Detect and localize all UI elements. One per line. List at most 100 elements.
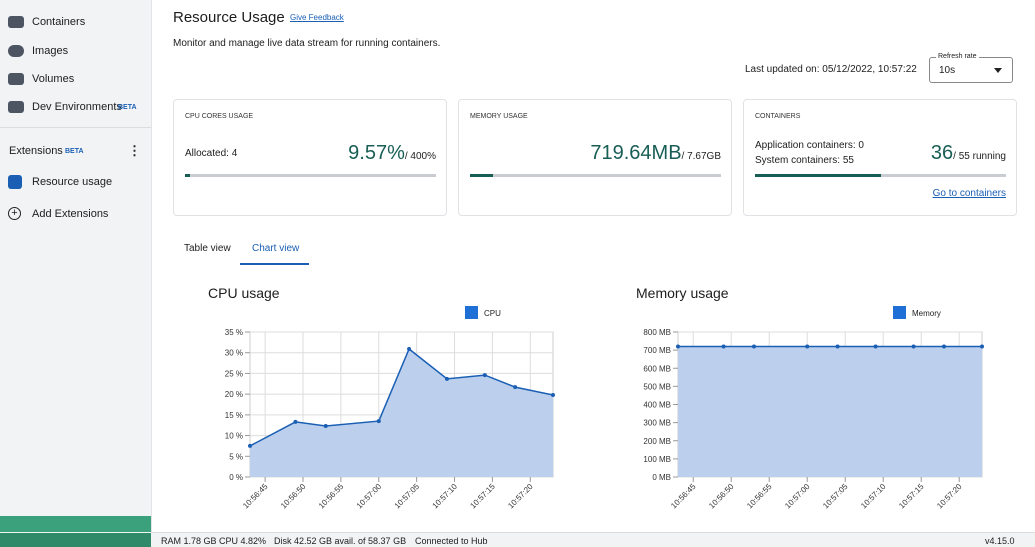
tab[interactable]: Chart view	[252, 243, 300, 254]
x-tick-label: 10:57:00	[783, 482, 812, 511]
x-tick-label: 10:57:15	[468, 482, 497, 511]
nav-item[interactable]: Dev Environments	[32, 101, 122, 113]
x-tick-label: 10:56:45	[241, 482, 270, 511]
icon	[8, 175, 22, 189]
dropdown-arrow	[994, 68, 1002, 73]
docker-bar	[0, 533, 151, 547]
point	[942, 344, 946, 349]
x-tick-label: 10:57:20	[935, 482, 964, 511]
x-tick-label: 10:57:20	[506, 482, 535, 511]
x-tick-label: 10:57:05	[393, 482, 422, 511]
card-value: 36/ 55 running	[931, 142, 1006, 165]
point	[835, 344, 840, 349]
card-label: MEMORY USAGE	[470, 113, 528, 120]
value: 9.57%	[348, 142, 405, 164]
nav-item[interactable]: Resource usage	[32, 176, 113, 188]
point	[676, 344, 680, 349]
charts: CPU usage 0 % 5 % 10 % 15 % 20 % 25 % 30 % 35 % 1…	[208, 285, 984, 511]
y-tick-label: 300 MB	[643, 419, 671, 428]
progress-track	[755, 174, 1006, 177]
card-text: System containers: 55	[755, 155, 854, 166]
point	[323, 424, 328, 429]
progress	[755, 174, 881, 177]
select-label: Refresh rate	[936, 53, 979, 60]
menu-button[interactable]: ⋮	[128, 143, 141, 158]
card-text: Allocated: 4	[185, 148, 238, 159]
progress	[185, 174, 191, 177]
chart-title: Memory usage	[636, 285, 729, 301]
y-tick-label: 0 %	[229, 473, 243, 482]
y-tick-label: 500 MB	[643, 382, 671, 391]
nav-item[interactable]: Images	[32, 45, 69, 57]
y-tick-label: 20 %	[225, 390, 243, 399]
y-tick-label: 700 MB	[643, 346, 671, 355]
y-tick-label: 35 %	[225, 328, 243, 337]
progress-track	[470, 174, 721, 177]
select-value: 10s	[939, 65, 956, 76]
x-tick-label: 10:56:45	[669, 482, 698, 511]
y-tick-label: 30 %	[225, 349, 243, 358]
legend-swatch	[893, 306, 906, 319]
status-item: RAM 1.78 GB	[161, 536, 217, 546]
status-item: CPU 4.82%	[219, 536, 267, 546]
y-tick-label: 600 MB	[643, 364, 671, 373]
refresh-select[interactable]: Refresh rate 10s	[929, 53, 1013, 83]
point	[873, 344, 878, 349]
value: 719.64MB	[590, 142, 682, 164]
legend-swatch	[465, 306, 478, 319]
tab-indicator	[240, 263, 309, 265]
feedback-link[interactable]: Give Feedback	[290, 13, 344, 22]
point	[482, 373, 487, 378]
x-tick-label: 10:57:00	[355, 482, 384, 511]
y-tick-label: 15 %	[225, 411, 243, 420]
y-tick-label: 25 %	[225, 369, 243, 378]
status-item: Connected to Hub	[415, 536, 488, 546]
tab[interactable]: Table view	[184, 243, 231, 254]
x-tick-label: 10:57:10	[859, 482, 888, 511]
area	[678, 346, 982, 477]
x-tick-label: 10:56:50	[707, 482, 736, 511]
y-tick-label: 200 MB	[643, 437, 671, 446]
beta-badge: BETA	[65, 148, 84, 155]
card-text: Application containers: 0	[755, 140, 864, 151]
point	[911, 344, 916, 349]
point	[376, 419, 381, 424]
section-title: Extensions	[9, 145, 63, 157]
card: CONTAINERS Application containers: 0 Sys…	[743, 99, 1017, 216]
card-value: 9.57%/ 400%	[348, 142, 436, 165]
add-icon: +	[8, 207, 21, 220]
point	[407, 346, 412, 351]
x-tick-label: 10:57:05	[821, 482, 850, 511]
point	[293, 419, 298, 424]
x-tick-label: 10:57:15	[897, 482, 926, 511]
docker-bar	[0, 516, 151, 532]
y-tick-label: 100 MB	[643, 455, 671, 464]
nav-item[interactable]: Add Extensions	[32, 208, 109, 220]
y-tick-label: 800 MB	[643, 328, 671, 337]
x-tick-label: 10:57:10	[431, 482, 460, 511]
link[interactable]: Go to containers	[932, 188, 1006, 199]
description: Monitor and manage live data stream for …	[173, 38, 441, 49]
last-updated: Last updated on: 05/12/2022, 10:57:22	[745, 64, 917, 75]
point	[513, 385, 518, 390]
point	[444, 376, 449, 381]
point	[805, 344, 810, 349]
card-value: 719.64MB/ 7.67GB	[590, 142, 721, 165]
point	[752, 344, 756, 349]
progress	[470, 174, 493, 177]
area	[250, 348, 553, 477]
total: / 400%	[404, 151, 436, 162]
point	[721, 344, 726, 349]
page-title: Resource Usage	[173, 9, 285, 26]
icon	[8, 101, 24, 113]
card-label: CONTAINERS	[755, 113, 801, 120]
x-tick-label: 10:56:55	[745, 482, 774, 511]
total: / 7.67GB	[681, 151, 721, 162]
nav-item[interactable]: Containers	[32, 16, 86, 28]
nav-item[interactable]: Volumes	[32, 73, 75, 85]
card: MEMORY USAGE 719.64MB/ 7.67GB	[458, 99, 732, 216]
y-tick-label: 5 %	[229, 452, 243, 461]
y-tick-label: 10 %	[225, 432, 243, 441]
y-tick-label: 400 MB	[643, 401, 671, 410]
